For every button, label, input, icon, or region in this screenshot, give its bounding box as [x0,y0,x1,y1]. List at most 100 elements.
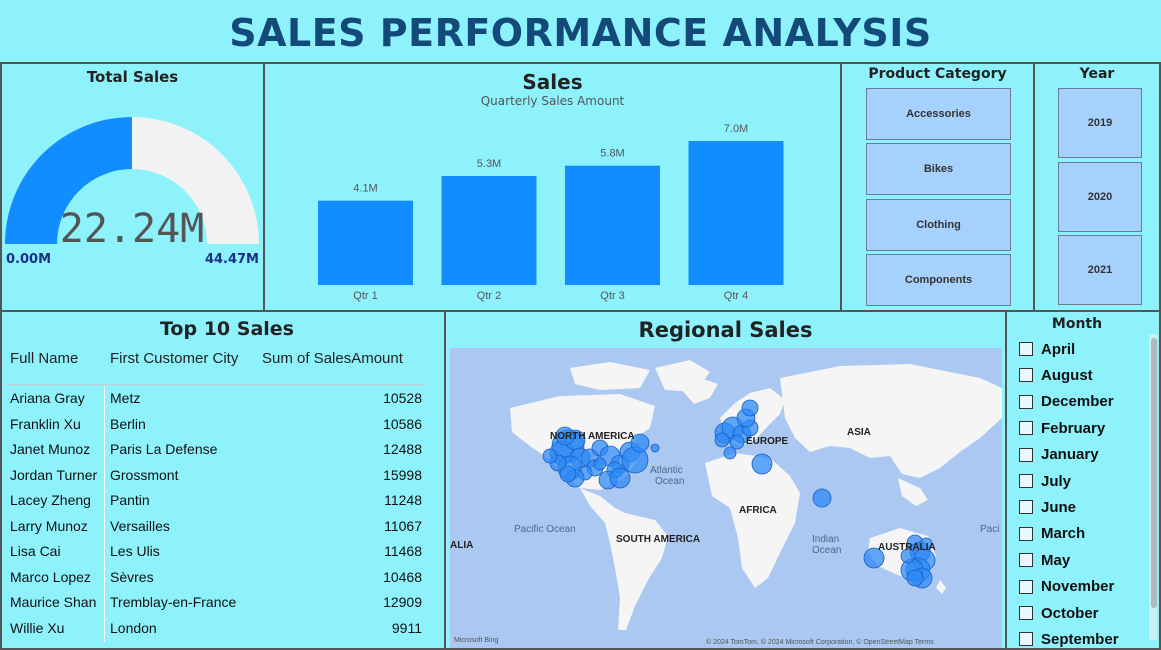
table-row[interactable]: Ariana Gray Metz 10528 [2,386,432,411]
column-header-city[interactable]: First Customer City [110,350,239,367]
table-row[interactable]: Maurice Shan Tremblay-en-France 12909 [2,590,432,615]
sales-bubble[interactable] [609,467,631,489]
label-africa: AFRICA [739,505,777,516]
slicer-option-components[interactable]: Components [866,254,1011,306]
month-option-june[interactable]: June [1019,496,1076,518]
checkbox-icon[interactable] [1019,447,1033,462]
checkbox-icon[interactable] [1019,606,1033,620]
sales-bubble[interactable] [723,446,737,460]
sales-bubble[interactable] [714,432,730,448]
month-option-february[interactable]: February [1019,417,1105,439]
cell-city: Versailles [110,517,170,534]
slicer-option-clothing[interactable]: Clothing [866,199,1011,251]
bar-qtr-2[interactable] [441,175,537,285]
label-north-america: NORTH AMERICA [550,431,635,442]
cell-city: Paris La Defense [110,441,218,457]
table-row[interactable]: Janet Munoz Paris La Defense 12488 [2,437,432,462]
month-scroll-thumb[interactable] [1151,338,1157,608]
sales-bubble[interactable] [741,399,759,417]
cell-city: Berlin [110,415,146,432]
slicer-option-bikes[interactable]: Bikes [866,143,1011,195]
month-option-march[interactable]: March [1019,523,1085,545]
checkbox-icon[interactable] [1019,553,1033,568]
sales-bubble[interactable] [559,465,577,483]
month-option-july[interactable]: July [1019,470,1071,492]
bar-qtr-3[interactable] [565,165,660,285]
cell-city: Pantin [110,492,150,508]
column-header-full-name[interactable]: Full Name [10,350,79,367]
gauge-min-label: 0.00M [6,252,52,267]
cell-city: Grossmont [110,466,179,483]
sales-bubble[interactable] [812,488,832,508]
bar-chart-canvas: 4.1M Qtr 1 5.3M Qtr 2 5.8M Qtr 3 7.0M Qtr 4 [318,123,784,302]
checkbox-icon[interactable] [1019,474,1033,488]
month-option-april[interactable]: April [1019,338,1075,360]
checkbox-icon[interactable] [1019,500,1033,515]
month-label: August [1041,366,1093,384]
gauge-value: 22.24M [60,206,205,252]
slicer-option-accessories[interactable]: Accessories [866,88,1011,140]
month-option-may[interactable]: May [1019,549,1070,571]
cell-sales-amount: 11067 [384,517,422,534]
cell-sales-amount: 12909 [383,594,422,610]
slicer-option-2019[interactable]: 2019 [1058,88,1142,158]
slicer-option-2020[interactable]: 2020 [1058,162,1142,232]
cell-sales-amount: 10528 [383,390,422,406]
table-row[interactable]: Marco Lopez Sèvres 10468 [2,565,432,590]
cell-full-name: Jordan Turner [10,466,98,483]
cell-city: London [110,619,157,636]
sales-bubble[interactable] [919,537,933,551]
slicer-option-2021[interactable]: 2021 [1058,235,1142,305]
top-sales-table: Top 10 Sales Full Name First Customer Ci… [0,310,446,650]
column-header-sales[interactable]: Sum of SalesAmount [262,350,403,367]
checkbox-icon[interactable] [1019,632,1033,647]
checkbox-icon[interactable] [1019,421,1033,436]
month-slicer: Month April August December February January… [1005,310,1161,650]
month-option-november[interactable]: November [1019,576,1114,598]
label-atlantic-ocean: Ocean [655,476,684,487]
month-option-august[interactable]: August [1019,364,1093,386]
table-row[interactable]: Willie Xu London 9911 [2,616,432,641]
table-row[interactable]: Franklin Xu Berlin 10586 [2,412,432,437]
map-canvas[interactable]: NORTH AMERICA EUROPE ASIA AFRICA SOUTH A… [450,348,1002,648]
table-row[interactable]: Lisa Cai Les Ulis 11468 [2,539,432,564]
bar-qtr-4[interactable] [688,141,784,285]
label-australia: AUSTRALIA [878,542,936,553]
checkbox-icon[interactable] [1019,368,1033,383]
month-label: July [1041,472,1072,490]
month-option-january[interactable]: January [1019,444,1099,466]
checkbox-icon[interactable] [1019,394,1033,409]
x-tick-label: Qtr 1 [353,290,377,302]
sales-bubble[interactable] [906,569,924,587]
checkbox-icon[interactable] [1019,579,1033,594]
sales-bubbles [542,399,936,589]
checkbox-icon[interactable] [1019,526,1033,541]
table-row[interactable]: Larry Munoz Versailles 11067 [2,514,432,539]
sales-bubble[interactable] [630,433,650,453]
gauge-fill [5,117,133,244]
chart-title: Sales [522,70,583,94]
month-option-october[interactable]: October [1019,602,1099,624]
month-label: October [1041,604,1099,622]
table-row[interactable]: Lacey Zheng Pantin 11248 [2,488,432,513]
sales-bubble[interactable] [555,426,575,446]
sales-bubble[interactable] [650,443,660,453]
cell-full-name: Lisa Cai [10,543,61,559]
x-tick-label: Qtr 2 [477,290,501,302]
month-label: December [1041,393,1114,411]
header-divider [6,384,426,385]
sales-bubble[interactable] [900,548,916,564]
sales-bubble[interactable] [729,434,745,450]
table-row[interactable]: Jordan Turner Grossmont 15998 [2,463,432,488]
cell-full-name: Lacey Zheng [10,492,91,508]
sales-bubble[interactable] [751,453,773,475]
checkbox-icon[interactable] [1019,342,1033,356]
sales-bubble[interactable] [863,547,885,569]
sales-bubble[interactable] [542,448,558,464]
cell-sales-amount: 15998 [383,466,422,483]
month-option-december[interactable]: December [1019,391,1114,413]
bar-qtr-1[interactable] [318,200,413,285]
month-option-september[interactable]: September [1019,628,1119,650]
sales-bubble[interactable] [593,457,607,471]
total-sales-card: 22.24M Total Sales 0.00M 44.47M [0,62,265,312]
